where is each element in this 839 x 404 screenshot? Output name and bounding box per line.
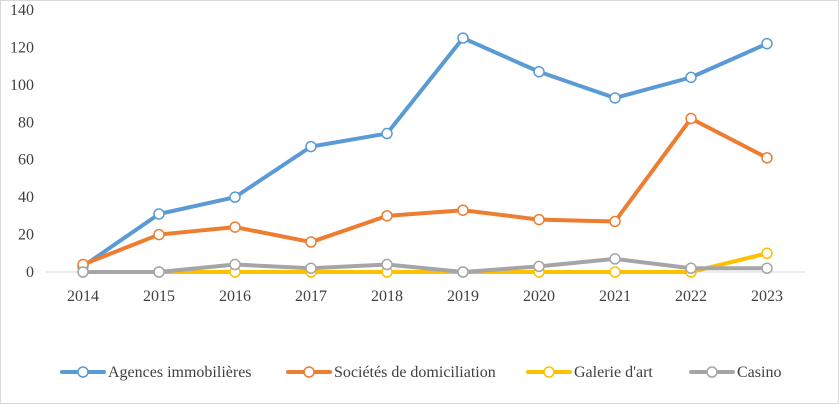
y-tick-label: 80 — [18, 114, 34, 131]
legend-label: Casino — [737, 364, 781, 381]
data-point — [609, 266, 621, 278]
x-tick-label: 2023 — [751, 288, 783, 305]
series-line — [81, 116, 769, 267]
data-point — [761, 262, 773, 275]
data-point — [533, 213, 545, 226]
legend-item: Agences immobilières — [60, 364, 252, 381]
data-point — [609, 92, 621, 104]
data-point — [229, 258, 241, 271]
legend-marker — [706, 366, 718, 378]
x-tick-label: 2020 — [523, 288, 555, 305]
data-point — [153, 228, 165, 241]
data-point — [761, 247, 773, 260]
data-point — [761, 152, 773, 164]
x-tick-label: 2016 — [219, 288, 251, 305]
data-point — [761, 37, 773, 50]
series-societes-de-domiciliation — [77, 112, 773, 271]
data-point — [457, 266, 469, 278]
data-point — [153, 208, 165, 220]
legend-marker — [77, 366, 89, 378]
legend-item: Galerie d'art — [526, 364, 653, 381]
y-tick-label: 0 — [26, 264, 34, 281]
series-line — [81, 256, 769, 274]
x-tick-label: 2022 — [675, 288, 707, 305]
data-point — [381, 258, 393, 271]
series-casino — [77, 253, 773, 278]
legend-label: Sociétés de domiciliation — [334, 364, 496, 381]
data-point — [685, 71, 697, 84]
legend: Agences immobilières Sociétés de domicili… — [60, 364, 781, 381]
x-tick-label: 2021 — [599, 288, 631, 305]
data-point — [381, 127, 393, 140]
data-point — [457, 32, 469, 44]
data-point — [609, 253, 621, 265]
data-point — [609, 215, 621, 228]
data-point — [305, 140, 317, 153]
x-tick-label: 2019 — [447, 288, 479, 305]
legend-label: Agences immobilières — [108, 364, 252, 381]
x-tick-label: 2017 — [295, 288, 327, 305]
y-tick-label: 60 — [18, 152, 34, 169]
data-point — [77, 266, 89, 278]
legend-item: Casino — [689, 364, 781, 381]
data-point — [685, 112, 697, 125]
data-point — [229, 221, 241, 233]
series-galerie-d-art — [77, 247, 773, 278]
y-axis: 0 20 40 60 80 100 120 140 — [10, 2, 34, 281]
series-line — [81, 36, 769, 269]
x-tick-label: 2014 — [67, 288, 99, 305]
legend-marker — [543, 366, 555, 378]
legend-item: Sociétés de domiciliation — [286, 364, 496, 381]
y-tick-label: 140 — [10, 2, 34, 19]
data-point — [305, 262, 317, 275]
x-tick-label: 2015 — [143, 288, 175, 305]
data-point — [457, 204, 469, 216]
data-point — [533, 66, 545, 78]
data-point — [381, 210, 393, 222]
x-tick-label: 2018 — [371, 288, 403, 305]
series-line — [81, 251, 769, 274]
y-tick-label: 120 — [10, 39, 34, 56]
legend-marker — [303, 366, 315, 378]
data-point — [533, 260, 545, 273]
series-group — [77, 32, 773, 278]
y-tick-label: 100 — [10, 77, 34, 94]
y-tick-label: 20 — [18, 227, 34, 244]
y-tick-label: 40 — [18, 189, 34, 206]
data-point — [229, 191, 241, 203]
data-point — [685, 262, 697, 275]
legend-label: Galerie d'art — [574, 364, 653, 381]
data-point — [305, 236, 317, 248]
data-point — [153, 266, 165, 278]
